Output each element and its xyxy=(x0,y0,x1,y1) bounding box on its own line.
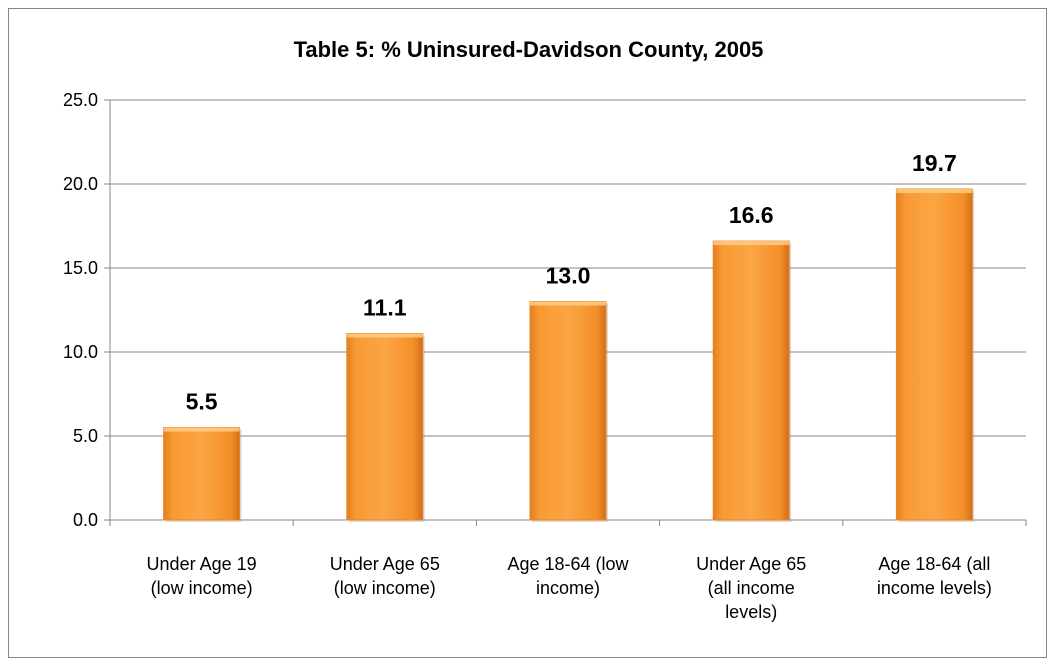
x-category-label: Age 18-64 (all xyxy=(878,554,990,574)
y-tick-label: 10.0 xyxy=(63,342,98,362)
x-category-label: income levels) xyxy=(877,578,992,598)
bar-group xyxy=(712,240,792,522)
data-label: 13.0 xyxy=(546,263,591,289)
bar xyxy=(712,240,790,521)
labels: 0.0 5.0 10.0 15.0 20.0 25.0 5.5 Under Age 19 (lo… xyxy=(63,90,992,622)
bar xyxy=(346,333,424,521)
bar-top-highlight xyxy=(346,333,423,338)
x-category-label: (all income xyxy=(708,578,795,598)
data-label: 11.1 xyxy=(363,295,407,321)
x-category-label: income) xyxy=(536,578,600,598)
x-category-label: Under Age 19 xyxy=(147,554,257,574)
chart-frame xyxy=(8,8,1047,658)
bar-top-highlight xyxy=(530,301,606,306)
x-category-label: Under Age 65 xyxy=(330,554,440,574)
bar-group xyxy=(163,427,242,522)
chart-title: Table 5: % Uninsured-Davidson County, 20… xyxy=(293,37,764,62)
bar xyxy=(895,188,973,521)
bar-top-highlight xyxy=(896,189,973,194)
y-tick-label: 15.0 xyxy=(63,258,98,278)
x-category-label: levels) xyxy=(725,602,777,622)
data-label: 5.5 xyxy=(186,389,218,415)
bar-top-highlight xyxy=(163,427,240,432)
x-category-label: Age 18-64 (low xyxy=(507,554,629,574)
bar-group xyxy=(895,188,975,523)
bar-top-highlight xyxy=(713,241,790,246)
bars xyxy=(163,188,975,523)
bar xyxy=(529,301,607,521)
x-category-label: Under Age 65 xyxy=(696,554,806,574)
data-label: 16.6 xyxy=(729,202,774,228)
bar-group xyxy=(529,301,608,522)
y-tick-label: 25.0 xyxy=(63,90,98,110)
x-category-label: (low income) xyxy=(334,578,436,598)
y-tick-label: 5.0 xyxy=(73,426,98,446)
x-category-label: (low income) xyxy=(151,578,253,598)
y-tick-label: 0.0 xyxy=(73,510,98,530)
y-tick-label: 20.0 xyxy=(63,174,98,194)
bar xyxy=(163,427,241,521)
bar-group xyxy=(346,333,425,522)
data-label: 19.7 xyxy=(912,150,957,176)
